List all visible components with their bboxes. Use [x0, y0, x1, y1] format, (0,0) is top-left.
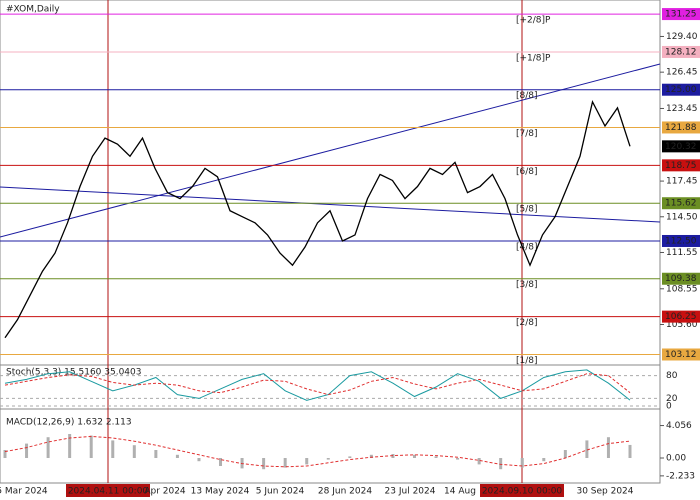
level-name: [6/8]: [516, 167, 538, 177]
macd-bar: [585, 440, 589, 458]
level-label: 112.50: [665, 236, 697, 246]
macd-bar: [154, 450, 158, 458]
level-name: [+1/8]P: [516, 53, 551, 63]
x-tick-label: 14 Aug: [444, 487, 476, 497]
macd-bar: [348, 456, 352, 458]
macd-bar: [89, 435, 93, 458]
date-box: [480, 484, 564, 497]
macd-bar: [46, 437, 50, 458]
stoch-title: Stoch(5,3,3) 15.5160 35.0403: [6, 368, 141, 378]
x-tick-label: 5 Mar 2024: [0, 487, 48, 497]
x-tick-label: 23 Jul 2024: [385, 487, 436, 497]
level-label: 118.75: [665, 161, 697, 171]
level-name: [3/8]: [516, 280, 538, 290]
price-box: [662, 140, 700, 153]
y-tick-label: 4.056: [666, 421, 692, 431]
macd-bar: [197, 458, 201, 462]
y-tick-label: 0.00: [666, 454, 686, 464]
x-tick-label: 28 Jun 2024: [318, 487, 372, 497]
price-line: [4, 99, 631, 339]
x-tick-label: 2024.09.10 00:00: [482, 487, 563, 497]
level-label: 103.12: [665, 350, 697, 360]
macd-bar: [68, 434, 72, 458]
trend-line: [0, 63, 661, 238]
y-tick-label: 123.45: [666, 104, 698, 114]
x-tick-label: 5 Jun 2024: [256, 487, 305, 497]
macd-bar: [499, 458, 503, 470]
macd-bar: [283, 458, 287, 468]
y-tick-label: 126.45: [666, 68, 698, 78]
level-name: [2/8]: [516, 318, 538, 328]
macd-bar: [326, 458, 330, 460]
macd-bar: [606, 437, 610, 458]
date-box: [66, 484, 150, 497]
level-label: 131.25: [665, 10, 697, 20]
level-box: [662, 234, 700, 247]
frame: [0, 0, 661, 484]
level-name: [8/8]: [516, 91, 538, 101]
macd-bar: [219, 458, 223, 466]
macd-bar: [563, 450, 567, 458]
level-name: [4/8]: [516, 242, 538, 252]
level-box: [662, 159, 700, 172]
level-label: 121.88: [665, 123, 697, 133]
macd-bar: [25, 443, 29, 458]
level-box: [662, 310, 700, 323]
y-tick-label: 20: [666, 394, 678, 404]
y-tick-label: 129.40: [666, 32, 698, 42]
macd-bar: [262, 458, 266, 470]
y-tick-label: 80: [666, 371, 678, 381]
stoch-line: [4, 373, 631, 396]
macd-bar: [412, 454, 416, 458]
macd-bar: [628, 444, 632, 458]
macd-title: MACD(12,26,9) 1.632 2.113: [6, 418, 132, 428]
y-tick-label: 111.55: [666, 248, 698, 258]
level-box: [662, 197, 700, 210]
level-name: [7/8]: [516, 129, 538, 139]
x-tick-label: 2024.04.11 00:00: [68, 487, 149, 497]
y-tick-label: -2.233: [666, 471, 695, 481]
macd-bar: [520, 458, 524, 468]
macd-signal: [4, 435, 631, 468]
current-price: 120.32: [665, 142, 697, 152]
x-tick-label: 30 Sep 2024: [576, 487, 633, 497]
level-box: [662, 272, 700, 285]
macd-bar: [132, 445, 136, 458]
macd-bar: [542, 458, 546, 462]
level-box: [662, 348, 700, 361]
level-label: 115.62: [665, 199, 697, 209]
y-tick-label: 108.55: [666, 284, 698, 294]
level-label: 125.00: [665, 85, 697, 95]
level-box: [662, 121, 700, 134]
level-label: 106.25: [665, 312, 697, 322]
y-tick-label: 105.60: [666, 320, 698, 330]
y-tick-label: 0: [666, 402, 672, 412]
level-box: [662, 45, 700, 58]
trend-line: [0, 186, 661, 223]
y-tick-label: 114.50: [666, 212, 698, 222]
y-tick-label: 117.45: [666, 177, 698, 187]
level-name: [5/8]: [516, 205, 538, 215]
level-name: [1/8]: [516, 356, 538, 366]
x-tick-label: Apr 2024: [144, 487, 186, 497]
macd-bar: [111, 440, 115, 458]
macd-bar: [456, 458, 460, 460]
chart-title: #XOM,Daily: [6, 5, 60, 15]
macd-bar: [477, 458, 481, 465]
level-name: [+2/8]P: [516, 16, 551, 26]
level-label: 128.12: [665, 47, 697, 57]
stoch-line: [4, 369, 631, 401]
macd-bar: [434, 456, 438, 458]
macd-bar: [305, 458, 309, 465]
x-tick-label: 13 May 2024: [191, 487, 250, 497]
level-box: [662, 83, 700, 96]
macd-bar: [369, 454, 373, 458]
macd-bar: [175, 454, 179, 458]
macd-bar: [3, 450, 7, 458]
level-label: 109.38: [665, 274, 697, 284]
level-box: [662, 8, 700, 21]
